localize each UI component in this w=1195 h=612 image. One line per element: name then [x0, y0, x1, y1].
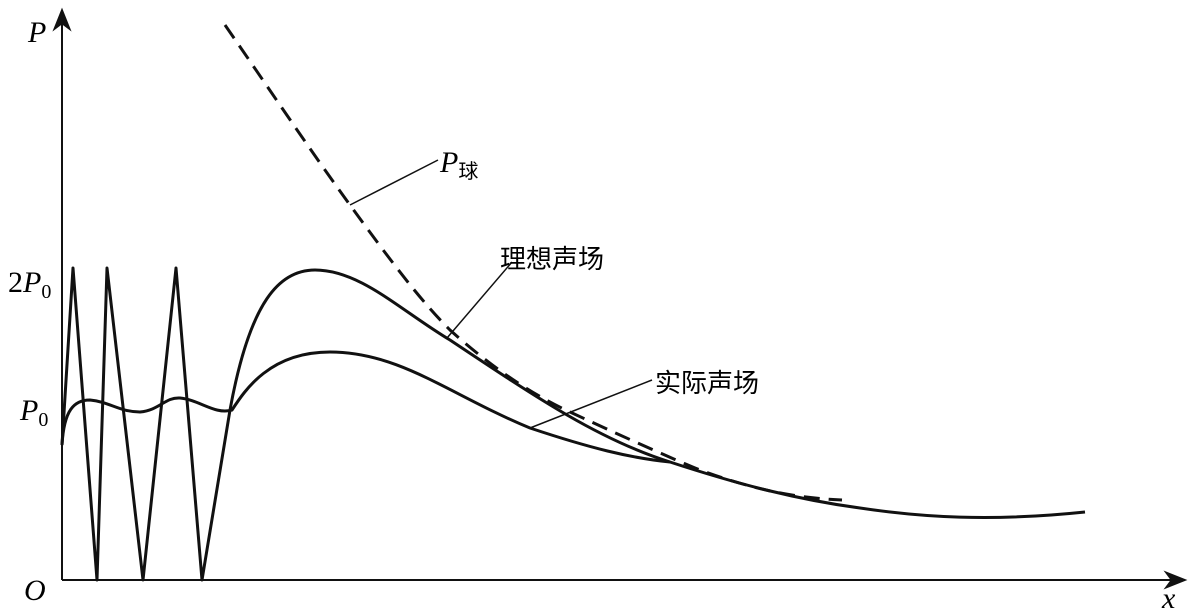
level-sub: 0 [41, 281, 51, 303]
level-coef: 2 [8, 266, 23, 299]
sphere-var: P [439, 146, 458, 179]
actual-curve [60, 350, 671, 464]
ideal-curve [60, 266, 1086, 582]
ideal-label: 理想声场 [500, 245, 604, 275]
level-sub: 0 [38, 409, 48, 431]
level-label: P0 [19, 394, 48, 431]
y-axis-label: P [27, 16, 46, 49]
leader-line [349, 159, 439, 206]
level-var: P [19, 394, 38, 427]
leader-line [446, 261, 513, 339]
x-axis-label: x [1161, 582, 1176, 612]
sphere-sub: 球 [458, 159, 478, 183]
level-var: P [22, 266, 41, 299]
sphere-label: P球 [439, 146, 478, 183]
level-label: 2P0 [8, 266, 51, 303]
actual-label: 实际声场 [655, 369, 759, 399]
leader-line [529, 379, 653, 429]
origin-label: O [24, 574, 46, 607]
